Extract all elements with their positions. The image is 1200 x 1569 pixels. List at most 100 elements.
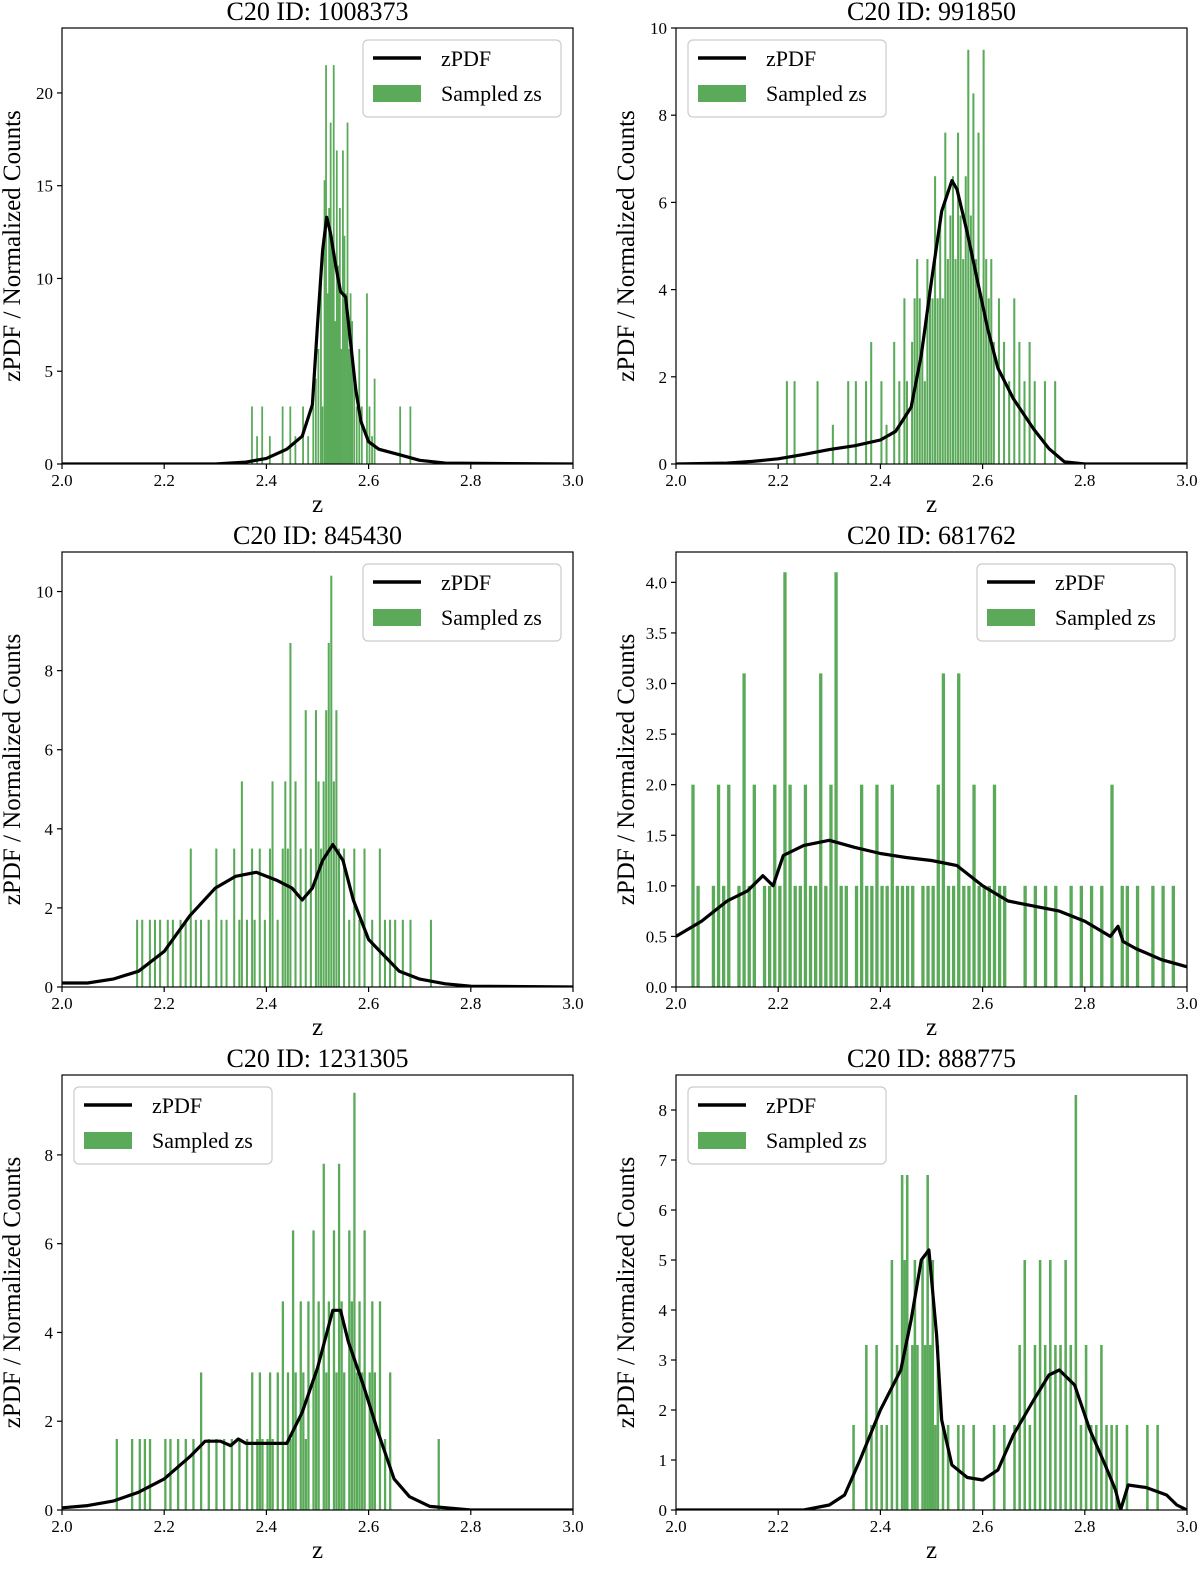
histogram-bar bbox=[383, 1438, 387, 1510]
histogram-bar bbox=[268, 436, 271, 464]
histogram-bar bbox=[957, 132, 960, 464]
legend-sampled-label: Sampled zs bbox=[152, 1128, 253, 1153]
x-tick-label: 2.2 bbox=[768, 994, 789, 1013]
chart-panel-4: C20 ID: 681762 2.0 2.2 2.4 2.6 2.8 3.0 0.0 0.5 1.… bbox=[613, 521, 1198, 1041]
histogram-bar bbox=[294, 436, 297, 464]
histogram-bar bbox=[291, 1230, 295, 1510]
histogram-bar bbox=[921, 341, 924, 464]
histogram-bar bbox=[335, 1372, 338, 1510]
x-tick-label: 2.8 bbox=[460, 1517, 481, 1536]
histogram-bar bbox=[793, 381, 796, 464]
histogram-bar bbox=[399, 406, 402, 464]
histogram-bar bbox=[934, 176, 937, 464]
histogram-bar bbox=[939, 215, 942, 464]
histogram-bar bbox=[329, 122, 332, 464]
histogram-bar bbox=[1054, 1345, 1057, 1510]
axes-frame bbox=[675, 551, 1188, 988]
histogram-bar bbox=[346, 122, 349, 464]
histogram-bar bbox=[962, 885, 966, 987]
histogram-bar bbox=[389, 1372, 392, 1510]
x-tick-label: 2.4 bbox=[870, 471, 892, 490]
histogram-bar bbox=[1043, 381, 1046, 464]
histogram-bar bbox=[727, 784, 731, 987]
y-tick-label: 2.5 bbox=[646, 725, 667, 744]
histogram-bar bbox=[348, 1230, 351, 1510]
histogram-bar bbox=[1100, 1345, 1103, 1510]
histogram-bar bbox=[903, 298, 906, 464]
histogram-bar bbox=[972, 1425, 975, 1510]
y-tick-label: 1.0 bbox=[646, 877, 667, 896]
histogram-bar bbox=[294, 781, 297, 987]
histogram-bar bbox=[194, 919, 197, 987]
histogram-bar bbox=[322, 781, 325, 987]
histogram-bar bbox=[900, 885, 905, 987]
histogram-bar bbox=[934, 1425, 937, 1510]
histogram-bar bbox=[1028, 1425, 1032, 1510]
histogram-bar bbox=[363, 848, 366, 987]
histogram-bar bbox=[1135, 885, 1140, 987]
legend: zPDF Sampled zs bbox=[976, 563, 1176, 642]
x-tick-label: 2.8 bbox=[460, 994, 481, 1013]
histogram-bar bbox=[980, 298, 983, 464]
x-tick-label: 2.8 bbox=[1074, 994, 1095, 1013]
histogram-bar bbox=[304, 1438, 308, 1510]
y-tick-label: 2 bbox=[45, 1412, 54, 1431]
histogram-bar bbox=[928, 1345, 932, 1510]
histogram-bar bbox=[977, 132, 980, 464]
histogram-bar bbox=[299, 1301, 302, 1510]
histogram-bar bbox=[360, 406, 363, 464]
histogram-bar bbox=[338, 207, 341, 464]
histogram-bar bbox=[813, 885, 818, 987]
axes-frame bbox=[675, 1074, 1188, 1511]
histogram-bar bbox=[317, 781, 320, 987]
x-tick-label: 2.8 bbox=[1074, 1517, 1095, 1536]
histogram-bar bbox=[890, 784, 894, 987]
legend-sampled-label: Sampled zs bbox=[766, 1128, 867, 1153]
y-tick-label: 15 bbox=[36, 177, 53, 196]
x-tick-label: 2.6 bbox=[358, 471, 379, 490]
histogram-bar bbox=[926, 259, 929, 464]
histogram-bar bbox=[1069, 885, 1073, 987]
histogram-bar bbox=[1171, 885, 1175, 987]
legend-sampled-label: Sampled zs bbox=[441, 605, 542, 630]
histogram-bar bbox=[982, 49, 985, 464]
histogram-bar bbox=[711, 885, 716, 987]
histogram-bar bbox=[222, 1438, 226, 1510]
histogram-bar bbox=[353, 848, 356, 987]
y-tick-label: 0 bbox=[659, 1501, 668, 1520]
histogram-bar bbox=[289, 642, 292, 987]
histogram-bar bbox=[343, 235, 346, 464]
histogram-bar bbox=[859, 784, 864, 987]
histogram-bar bbox=[852, 1425, 855, 1510]
histogram-bar bbox=[138, 1438, 141, 1510]
histogram-bar bbox=[322, 1163, 325, 1510]
legend-hist-swatch bbox=[987, 609, 1035, 626]
histogram-bar bbox=[258, 1372, 262, 1510]
histogram-bar bbox=[1008, 381, 1011, 464]
histogram-bar bbox=[176, 1438, 180, 1510]
y-tick-label: 8 bbox=[45, 662, 54, 681]
x-tick-label: 3.0 bbox=[1176, 471, 1197, 490]
x-tick-label: 2.0 bbox=[665, 994, 686, 1013]
histogram-bar bbox=[251, 406, 253, 464]
histogram-bar bbox=[371, 1301, 374, 1510]
histogram-bar bbox=[1013, 298, 1016, 464]
histogram-bar bbox=[936, 784, 940, 987]
histogram-bar bbox=[1038, 1260, 1042, 1510]
histogram-bar bbox=[1003, 885, 1007, 987]
chart-title: C20 ID: 1231305 bbox=[227, 1044, 409, 1073]
zpdf-line bbox=[676, 838, 1187, 969]
histogram-bar bbox=[767, 885, 772, 987]
histogram-bar bbox=[1033, 1345, 1037, 1510]
histogram-bar bbox=[885, 885, 889, 987]
histogram-bar bbox=[972, 93, 975, 464]
histogram-bar bbox=[368, 1372, 371, 1510]
legend-hist-swatch bbox=[698, 85, 746, 102]
histogram-bar bbox=[716, 784, 721, 987]
histogram-bar bbox=[373, 1372, 377, 1510]
histogram-bar bbox=[335, 150, 338, 464]
histogram-bar bbox=[1079, 885, 1084, 987]
histogram-bar bbox=[294, 1372, 297, 1510]
histogram-bar bbox=[928, 298, 931, 464]
